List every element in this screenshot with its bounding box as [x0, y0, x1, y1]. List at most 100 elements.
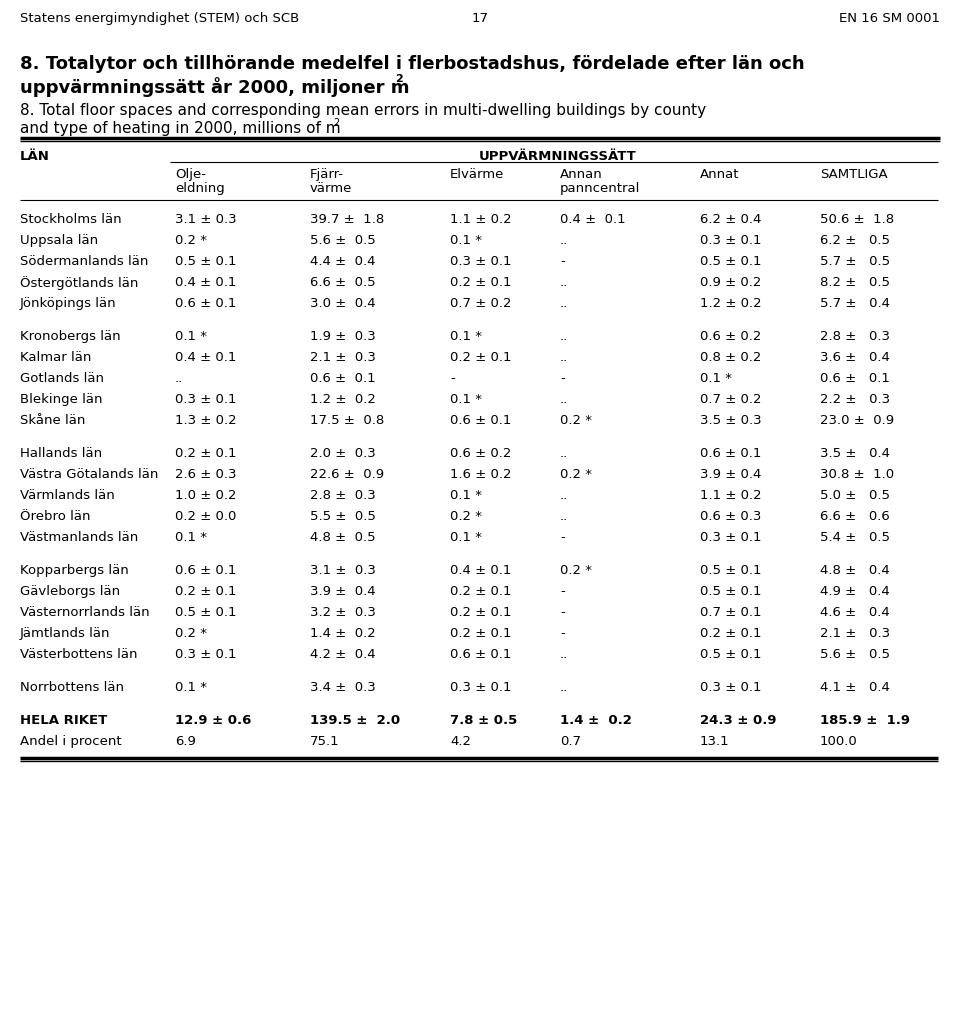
Text: 0.1 *: 0.1 *	[175, 531, 207, 544]
Text: 13.1: 13.1	[700, 735, 730, 748]
Text: 2: 2	[395, 74, 403, 84]
Text: 0.6 ± 0.1: 0.6 ± 0.1	[175, 564, 236, 577]
Text: eldning: eldning	[175, 182, 225, 195]
Text: 0.1 *: 0.1 *	[450, 330, 482, 343]
Text: 4.2: 4.2	[450, 735, 471, 748]
Text: 0.2 ± 0.1: 0.2 ± 0.1	[700, 627, 761, 640]
Text: Örebro län: Örebro län	[20, 510, 90, 523]
Text: 1.6 ± 0.2: 1.6 ± 0.2	[450, 468, 512, 481]
Text: Skåne län: Skåne län	[20, 414, 85, 427]
Text: 5.5 ±  0.5: 5.5 ± 0.5	[310, 510, 376, 523]
Text: värme: värme	[310, 182, 352, 195]
Text: 4.9 ±   0.4: 4.9 ± 0.4	[820, 585, 890, 598]
Text: 0.9 ± 0.2: 0.9 ± 0.2	[700, 276, 761, 289]
Text: Elvärme: Elvärme	[450, 168, 504, 181]
Text: and type of heating in 2000, millions of m: and type of heating in 2000, millions of…	[20, 121, 341, 136]
Text: 6.2 ± 0.4: 6.2 ± 0.4	[700, 213, 761, 226]
Text: Andel i procent: Andel i procent	[20, 735, 122, 748]
Text: 1.0 ± 0.2: 1.0 ± 0.2	[175, 489, 236, 502]
Text: Fjärr-: Fjärr-	[310, 168, 344, 181]
Text: Jämtlands län: Jämtlands län	[20, 627, 110, 640]
Text: 8. Totalytor och tillhörande medelfel i flerbostadshus, fördelade efter län och: 8. Totalytor och tillhörande medelfel i …	[20, 55, 804, 73]
Text: 0.5 ± 0.1: 0.5 ± 0.1	[175, 606, 236, 619]
Text: 0.6 ± 0.3: 0.6 ± 0.3	[700, 510, 761, 523]
Text: 0.4 ± 0.1: 0.4 ± 0.1	[175, 276, 236, 289]
Text: 0.8 ± 0.2: 0.8 ± 0.2	[700, 351, 761, 364]
Text: 7.8 ± 0.5: 7.8 ± 0.5	[450, 714, 517, 727]
Text: 0.6 ± 0.2: 0.6 ± 0.2	[450, 447, 512, 460]
Text: 3.2 ±  0.3: 3.2 ± 0.3	[310, 606, 376, 619]
Text: 3.6 ±   0.4: 3.6 ± 0.4	[820, 351, 890, 364]
Text: 4.4 ±  0.4: 4.4 ± 0.4	[310, 255, 375, 268]
Text: 75.1: 75.1	[310, 735, 340, 748]
Text: Västerbottens län: Västerbottens län	[20, 648, 137, 661]
Text: 185.9 ±  1.9: 185.9 ± 1.9	[820, 714, 910, 727]
Text: 22.6 ±  0.9: 22.6 ± 0.9	[310, 468, 384, 481]
Text: 0.6 ± 0.1: 0.6 ± 0.1	[450, 414, 512, 427]
Text: Norrbottens län: Norrbottens län	[20, 681, 124, 694]
Text: ..: ..	[560, 351, 568, 364]
Text: 0.5 ± 0.1: 0.5 ± 0.1	[175, 255, 236, 268]
Text: 0.6 ±  0.1: 0.6 ± 0.1	[310, 372, 375, 385]
Text: 0.4 ± 0.1: 0.4 ± 0.1	[450, 564, 512, 577]
Text: 17.5 ±  0.8: 17.5 ± 0.8	[310, 414, 384, 427]
Text: -: -	[450, 372, 455, 385]
Text: 0.5 ± 0.1: 0.5 ± 0.1	[700, 564, 761, 577]
Text: 0.2 ± 0.1: 0.2 ± 0.1	[450, 351, 512, 364]
Text: 0.3 ± 0.1: 0.3 ± 0.1	[700, 234, 761, 247]
Text: 0.2 *: 0.2 *	[560, 414, 592, 427]
Text: 4.8 ±  0.5: 4.8 ± 0.5	[310, 531, 375, 544]
Text: 4.6 ±   0.4: 4.6 ± 0.4	[820, 606, 890, 619]
Text: ..: ..	[560, 330, 568, 343]
Text: ..: ..	[175, 372, 183, 385]
Text: 50.6 ±  1.8: 50.6 ± 1.8	[820, 213, 894, 226]
Text: 0.4 ±  0.1: 0.4 ± 0.1	[560, 213, 626, 226]
Text: Västmanlands län: Västmanlands län	[20, 531, 138, 544]
Text: 30.8 ±  1.0: 30.8 ± 1.0	[820, 468, 894, 481]
Text: 0.7 ± 0.2: 0.7 ± 0.2	[700, 393, 761, 406]
Text: 2: 2	[333, 118, 339, 128]
Text: 2.8 ±  0.3: 2.8 ± 0.3	[310, 489, 375, 502]
Text: 0.1 *: 0.1 *	[450, 234, 482, 247]
Text: 0.2 ± 0.1: 0.2 ± 0.1	[450, 627, 512, 640]
Text: 5.6 ±  0.5: 5.6 ± 0.5	[310, 234, 375, 247]
Text: 0.2 ± 0.1: 0.2 ± 0.1	[450, 276, 512, 289]
Text: 2.8 ±   0.3: 2.8 ± 0.3	[820, 330, 890, 343]
Text: 2.1 ±  0.3: 2.1 ± 0.3	[310, 351, 376, 364]
Text: Hallands län: Hallands län	[20, 447, 102, 460]
Text: ..: ..	[560, 681, 568, 694]
Text: 0.2 ± 0.1: 0.2 ± 0.1	[450, 585, 512, 598]
Text: 39.7 ±  1.8: 39.7 ± 1.8	[310, 213, 384, 226]
Text: 0.2 *: 0.2 *	[560, 564, 592, 577]
Text: 0.1 *: 0.1 *	[700, 372, 732, 385]
Text: 5.7 ±   0.4: 5.7 ± 0.4	[820, 298, 890, 310]
Text: -: -	[560, 606, 564, 619]
Text: 3.5 ± 0.3: 3.5 ± 0.3	[700, 414, 761, 427]
Text: 2.1 ±   0.3: 2.1 ± 0.3	[820, 627, 890, 640]
Text: 6.2 ±   0.5: 6.2 ± 0.5	[820, 234, 890, 247]
Text: ..: ..	[560, 447, 568, 460]
Text: 0.5 ± 0.1: 0.5 ± 0.1	[700, 585, 761, 598]
Text: 0.3 ± 0.1: 0.3 ± 0.1	[450, 255, 512, 268]
Text: 4.8 ±   0.4: 4.8 ± 0.4	[820, 564, 890, 577]
Text: 8.2 ±   0.5: 8.2 ± 0.5	[820, 276, 890, 289]
Text: Gävleborgs län: Gävleborgs län	[20, 585, 120, 598]
Text: ..: ..	[560, 510, 568, 523]
Text: 6.6 ±  0.5: 6.6 ± 0.5	[310, 276, 375, 289]
Text: Annan: Annan	[560, 168, 603, 181]
Text: 24.3 ± 0.9: 24.3 ± 0.9	[700, 714, 777, 727]
Text: 0.7: 0.7	[560, 735, 581, 748]
Text: 3.4 ±  0.3: 3.4 ± 0.3	[310, 681, 375, 694]
Text: 0.7 ± 0.2: 0.7 ± 0.2	[450, 298, 512, 310]
Text: 0.6 ± 0.1: 0.6 ± 0.1	[700, 447, 761, 460]
Text: panncentral: panncentral	[560, 182, 640, 195]
Text: 0.5 ± 0.1: 0.5 ± 0.1	[700, 648, 761, 661]
Text: HELA RIKET: HELA RIKET	[20, 714, 108, 727]
Text: -: -	[560, 627, 564, 640]
Text: Annat: Annat	[700, 168, 739, 181]
Text: 3.9 ± 0.4: 3.9 ± 0.4	[700, 468, 761, 481]
Text: Olje-: Olje-	[175, 168, 206, 181]
Text: ..: ..	[560, 648, 568, 661]
Text: ..: ..	[560, 276, 568, 289]
Text: 0.1 *: 0.1 *	[175, 681, 207, 694]
